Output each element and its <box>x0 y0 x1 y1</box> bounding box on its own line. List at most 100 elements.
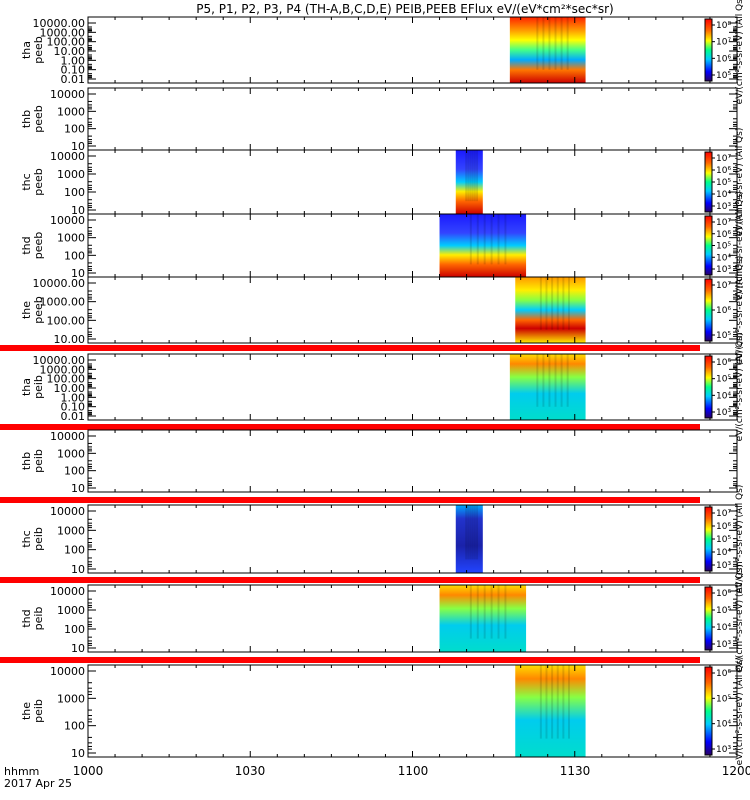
y-tick-label: 1.00 <box>61 54 86 67</box>
y-tick-label: 100 <box>64 186 85 199</box>
colorbar-label: eV/(cm²-s-sr-eV) (All Qs) <box>735 564 745 673</box>
y-tick-label: 1000.00 <box>40 296 86 309</box>
y-tick-label: 10 <box>71 267 85 280</box>
colorbar-tick-label: 10⁵ <box>716 535 731 545</box>
spectrogram-stripe <box>542 17 545 70</box>
spectrogram-stripe <box>476 505 479 560</box>
panel-probe-label: thc <box>20 530 33 547</box>
panel-frame <box>87 504 738 574</box>
x-axis-label-line1: hhmm <box>4 765 39 778</box>
colorbar <box>704 666 713 756</box>
spectrogram-stripe <box>469 505 472 560</box>
spectrogram-stripe <box>465 150 468 202</box>
chart-title: P5, P1, P2, P3, P4 (TH-A,B,C,D,E) PEIB,P… <box>196 2 613 16</box>
panel-probe-label: thb <box>20 110 33 128</box>
spectrogram-stripe <box>536 17 539 70</box>
panel-thc-peib: 10000 1000 100 10 thc peib 10⁷ 10⁶ 10⁵ 10⁴ 10³ eV/(… <box>20 485 745 594</box>
colorbar-tick-label: 10³ <box>716 408 731 418</box>
colorbar-label: eV/(cm²-s-sr-eV) (All Qs) <box>735 128 745 237</box>
y-tick-label: 100.00 <box>47 373 86 386</box>
y-tick-label: 10.00 <box>54 45 86 58</box>
colorbar-tick-label: 10⁷ <box>716 281 731 291</box>
y-tick-label: 1000 <box>57 168 85 181</box>
y-tick-label: 1.00 <box>61 391 86 404</box>
panel-thb-peib: 10000 1000 100 10 thb peib <box>20 429 738 495</box>
panel-frame <box>87 213 738 278</box>
spectrogram-stripe <box>465 505 468 560</box>
y-tick-label: 10000 <box>50 665 85 678</box>
spectrogram-block <box>455 505 483 573</box>
spectrogram-stripe <box>471 505 474 560</box>
y-tick-label: 0.10 <box>61 64 86 77</box>
colorbar-tick-label: 10⁶ <box>716 522 731 532</box>
spectrogram-stripe <box>476 214 479 265</box>
panel-probe-label: thc <box>20 173 33 190</box>
panels-group: 10000.001000.00100.0010.001.000.100.01th… <box>0 0 745 765</box>
y-tick-label: 100 <box>64 544 85 557</box>
spectrogram-stripe <box>560 17 563 70</box>
colorbar-tick-label: 10⁶ <box>716 54 731 64</box>
colorbar-tick-label: 10⁴ <box>716 548 731 558</box>
panel-species-label: peib <box>32 607 45 631</box>
colorbar-tick-label: 10⁴ <box>716 190 731 200</box>
colorbar-tick-label: 10³ <box>716 640 731 650</box>
panel-frame <box>87 149 738 215</box>
y-tick-label: 1000 <box>57 524 85 537</box>
spectrogram-block <box>509 354 586 420</box>
y-tick-label: 1000 <box>57 447 85 460</box>
y-tick-label: 1000 <box>57 232 85 245</box>
colorbar-tick-label: 10⁵ <box>716 178 731 188</box>
panel-probe-label: tha <box>20 41 33 59</box>
panel-species-label: peeb <box>32 168 45 196</box>
colorbar-tick-label: 10³ <box>716 561 731 571</box>
y-tick-label: 100 <box>64 465 85 478</box>
panel-frame <box>87 429 738 493</box>
colorbar-tick-label: 10³ <box>716 265 731 275</box>
panel-species-label: peeb <box>32 232 45 260</box>
x-tick-label: 1030 <box>235 764 266 778</box>
colorbar-tick-label: 10⁶ <box>716 669 731 679</box>
x-axis: 1000 1030 1100 1130 1200 hhmm 2017 Apr 2… <box>4 764 750 790</box>
spectrogram-stripe <box>469 150 472 202</box>
separator-bar <box>0 577 700 583</box>
panel-probe-label: tha <box>20 378 33 396</box>
y-tick-label: 10 <box>71 642 85 655</box>
panel-frame <box>87 16 738 84</box>
y-tick-label: 100 <box>64 123 85 136</box>
colorbar <box>704 18 713 82</box>
colorbar <box>704 278 713 342</box>
colorbar <box>704 215 713 276</box>
spectrogram-stripe <box>539 277 542 330</box>
spectrogram-stripe <box>469 214 472 265</box>
spectrogram-stripe <box>504 585 507 639</box>
colorbar <box>704 506 713 572</box>
spectrogram-stripe <box>490 585 493 639</box>
y-tick-label: 1000.00 <box>40 26 86 39</box>
spectrogram-stripe <box>467 505 470 560</box>
colorbar-tick-label: 10⁵ <box>716 694 731 704</box>
spectrogram-stripe <box>469 585 472 639</box>
spectrogram-stripe <box>483 214 486 265</box>
spectrogram-block <box>515 277 586 343</box>
colorbar-tick-label: 10⁵ <box>716 71 731 81</box>
y-tick-label: 100 <box>64 623 85 636</box>
spectrogram-block <box>509 17 586 83</box>
colorbar-tick-label: 10³ <box>716 745 731 755</box>
y-tick-label: 100.00 <box>47 36 86 49</box>
spectrogram-stripe <box>551 277 554 330</box>
separator-bar <box>0 657 700 663</box>
y-tick-label: 100 <box>64 720 85 733</box>
spectrogram-stripe <box>560 354 563 407</box>
colorbar <box>704 355 713 419</box>
colorbar-tick-label: 10⁷ <box>716 38 731 48</box>
panel-probe-label: thd <box>20 609 33 627</box>
spectrogram-stripe <box>567 665 570 739</box>
spectrogram-stripe <box>556 665 559 739</box>
colorbar-label: eV/(cm²-s-sr-eV) (All Qs) <box>735 485 745 594</box>
y-tick-label: 10000.00 <box>33 17 86 30</box>
colorbar-tick-label: 10⁶ <box>716 358 731 368</box>
spectrogram-stripe <box>566 354 569 407</box>
spectrogram-stripe <box>536 354 539 407</box>
panel-thb-peeb: 10000 1000 100 10 thb peeb <box>20 87 738 153</box>
